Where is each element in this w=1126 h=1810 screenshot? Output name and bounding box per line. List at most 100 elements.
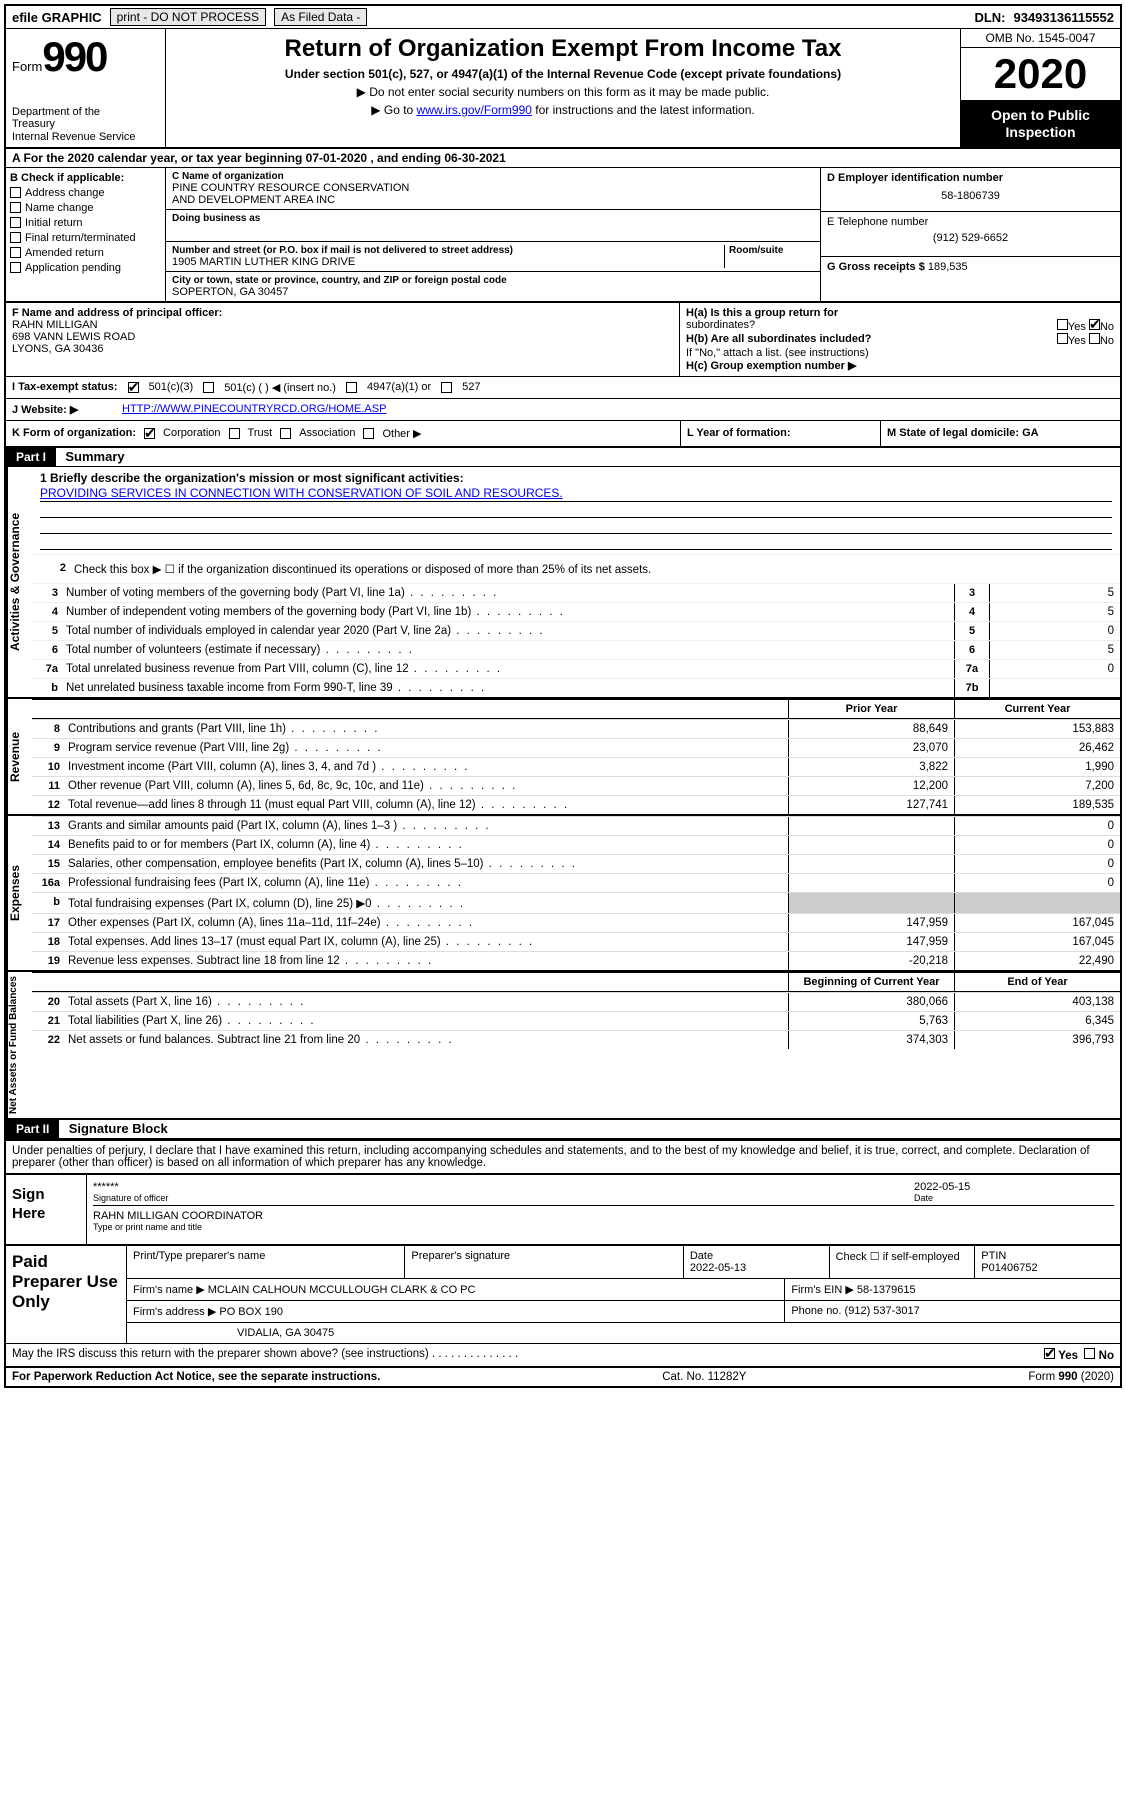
street-value: 1905 MARTIN LUTHER KING DRIVE bbox=[172, 256, 724, 268]
chk-application-pending[interactable]: Application pending bbox=[10, 262, 161, 274]
form-990-page: efile GRAPHIC print - DO NOT PROCESS As … bbox=[4, 4, 1122, 1388]
summary-line: 3Number of voting members of the governi… bbox=[32, 583, 1120, 602]
summary-body: Activities & Governance 1 Briefly descri… bbox=[6, 467, 1120, 697]
dba-label: Doing business as bbox=[172, 213, 814, 224]
print-button[interactable]: print - DO NOT PROCESS bbox=[110, 8, 266, 26]
hdr-begin-year: Beginning of Current Year bbox=[788, 973, 954, 991]
chk-address-change[interactable]: Address change bbox=[10, 187, 161, 199]
phone-value: (912) 529-6652 bbox=[827, 232, 1114, 244]
dln-value: 93493136115552 bbox=[1013, 10, 1114, 25]
part2-header: Part II Signature Block bbox=[6, 1118, 1120, 1139]
financial-line: 16aProfessional fundraising fees (Part I… bbox=[32, 873, 1120, 892]
chk-4947[interactable] bbox=[346, 382, 357, 393]
vtab-net-assets: Net Assets or Fund Balances bbox=[6, 972, 32, 1118]
summary-line: bNet unrelated business taxable income f… bbox=[32, 678, 1120, 697]
financial-line: 13Grants and similar amounts paid (Part … bbox=[32, 816, 1120, 835]
chk-corporation[interactable] bbox=[144, 428, 155, 439]
footer-row: For Paperwork Reduction Act Notice, see … bbox=[6, 1366, 1120, 1386]
dept-line2: Treasury bbox=[12, 118, 159, 130]
chk-other[interactable] bbox=[363, 428, 374, 439]
mission-text[interactable]: PROVIDING SERVICES IN CONNECTION WITH CO… bbox=[40, 486, 563, 500]
city-value: SOPERTON, GA 30457 bbox=[172, 286, 814, 298]
dept-line1: Department of the bbox=[12, 106, 159, 118]
gross-receipts-value: 189,535 bbox=[928, 261, 968, 273]
sign-here-block: Sign Here ****** Signature of officer 20… bbox=[6, 1173, 1120, 1244]
form-header: Form990 Department of the Treasury Inter… bbox=[6, 29, 1120, 149]
chk-initial-return[interactable]: Initial return bbox=[10, 217, 161, 229]
paid-preparer-block: Paid Preparer Use Only Print/Type prepar… bbox=[6, 1244, 1120, 1343]
financial-line: 10Investment income (Part VIII, column (… bbox=[32, 757, 1120, 776]
financial-line: 19Revenue less expenses. Subtract line 1… bbox=[32, 951, 1120, 970]
street-label: Number and street (or P.O. box if mail i… bbox=[172, 245, 724, 256]
ein-value: 58-1806739 bbox=[827, 190, 1114, 202]
financial-line: 22Net assets or fund balances. Subtract … bbox=[32, 1030, 1120, 1049]
chk-501c3[interactable] bbox=[128, 382, 139, 393]
box-f: F Name and address of principal officer:… bbox=[6, 303, 680, 376]
header-left: Form990 Department of the Treasury Inter… bbox=[6, 29, 166, 147]
org-name-2: AND DEVELOPMENT AREA INC bbox=[172, 194, 814, 206]
chk-501c[interactable] bbox=[203, 382, 214, 393]
financial-line: 21Total liabilities (Part X, line 26)5,7… bbox=[32, 1011, 1120, 1030]
financial-line: 11Other revenue (Part VIII, column (A), … bbox=[32, 776, 1120, 795]
chk-hb-yes[interactable] bbox=[1057, 333, 1068, 344]
form-note1: ▶ Do not enter social security numbers o… bbox=[176, 85, 950, 99]
chk-final-return[interactable]: Final return/terminated bbox=[10, 232, 161, 244]
financial-line: 9Program service revenue (Part VIII, lin… bbox=[32, 738, 1120, 757]
summary-line: 5Total number of individuals employed in… bbox=[32, 621, 1120, 640]
form-number: 990 bbox=[42, 33, 106, 80]
form-subtitle: Under section 501(c), 527, or 4947(a)(1)… bbox=[176, 67, 950, 81]
summary-line: 6Total number of volunteers (estimate if… bbox=[32, 640, 1120, 659]
header-center: Return of Organization Exempt From Incom… bbox=[166, 29, 960, 147]
mission-block: 1 Briefly describe the organization's mi… bbox=[32, 467, 1120, 554]
financial-line: 14Benefits paid to or for members (Part … bbox=[32, 835, 1120, 854]
as-filed-button[interactable]: As Filed Data - bbox=[274, 8, 367, 26]
chk-hb-no[interactable] bbox=[1089, 333, 1100, 344]
perjury-statement: Under penalties of perjury, I declare th… bbox=[6, 1139, 1120, 1173]
chk-ha-no[interactable] bbox=[1089, 319, 1100, 330]
form-prefix: Form bbox=[12, 59, 42, 74]
ein-label: D Employer identification number bbox=[827, 172, 1114, 184]
org-name-1: PINE COUNTRY RESOURCE CONSERVATION bbox=[172, 182, 814, 194]
form-title: Return of Organization Exempt From Incom… bbox=[176, 35, 950, 63]
irs-link[interactable]: www.irs.gov/Form990 bbox=[417, 103, 532, 117]
year-formation: L Year of formation: bbox=[687, 427, 791, 439]
chk-trust[interactable] bbox=[229, 428, 240, 439]
financial-line: 8Contributions and grants (Part VIII, li… bbox=[32, 719, 1120, 738]
vtab-activities: Activities & Governance bbox=[6, 467, 32, 697]
vtab-expenses: Expenses bbox=[6, 816, 32, 970]
row-k: K Form of organization: Corporation Trus… bbox=[6, 421, 1120, 448]
hdr-end-year: End of Year bbox=[954, 973, 1120, 991]
summary-line: 4Number of independent voting members of… bbox=[32, 602, 1120, 621]
financial-line: 20Total assets (Part X, line 16)380,0664… bbox=[32, 992, 1120, 1011]
top-bar: efile GRAPHIC print - DO NOT PROCESS As … bbox=[6, 6, 1120, 29]
entity-block: B Check if applicable: Address change Na… bbox=[6, 168, 1120, 303]
chk-discuss-yes[interactable] bbox=[1044, 1348, 1055, 1359]
chk-discuss-no[interactable] bbox=[1084, 1348, 1095, 1359]
financial-line: bTotal fundraising expenses (Part IX, co… bbox=[32, 892, 1120, 913]
header-right: OMB No. 1545-0047 2020 Open to Public In… bbox=[960, 29, 1120, 147]
row-a-tax-year: A For the 2020 calendar year, or tax yea… bbox=[6, 149, 1120, 168]
chk-amended[interactable]: Amended return bbox=[10, 247, 161, 259]
discuss-row: May the IRS discuss this return with the… bbox=[6, 1343, 1120, 1366]
tax-year: 2020 bbox=[961, 48, 1120, 101]
room-label: Room/suite bbox=[729, 245, 814, 256]
fh-row: F Name and address of principal officer:… bbox=[6, 303, 1120, 377]
part1-header: Part I Summary bbox=[6, 448, 1120, 467]
chk-527[interactable] bbox=[441, 382, 452, 393]
vtab-revenue: Revenue bbox=[6, 699, 32, 814]
summary-line: 7aTotal unrelated business revenue from … bbox=[32, 659, 1120, 678]
box-h: H(a) Is this a group return for subordin… bbox=[680, 303, 1120, 376]
box-c: C Name of organization PINE COUNTRY RESO… bbox=[166, 168, 820, 301]
phone-label: E Telephone number bbox=[827, 216, 1114, 228]
financial-line: 18Total expenses. Add lines 13–17 (must … bbox=[32, 932, 1120, 951]
box-b: B Check if applicable: Address change Na… bbox=[6, 168, 166, 301]
website-row: J Website: ▶ HTTP://WWW.PINECOUNTRYRCD.O… bbox=[6, 399, 1120, 421]
financial-line: 12Total revenue—add lines 8 through 11 (… bbox=[32, 795, 1120, 814]
box-de: D Employer identification number 58-1806… bbox=[820, 168, 1120, 301]
chk-association[interactable] bbox=[280, 428, 291, 439]
chk-name-change[interactable]: Name change bbox=[10, 202, 161, 214]
website-link[interactable]: HTTP://WWW.PINECOUNTRYRCD.ORG/HOME.ASP bbox=[122, 403, 386, 416]
chk-ha-yes[interactable] bbox=[1057, 319, 1068, 330]
form-note2: ▶ Go to www.irs.gov/Form990 for instruct… bbox=[176, 103, 950, 117]
box-b-title: B Check if applicable: bbox=[10, 172, 161, 184]
